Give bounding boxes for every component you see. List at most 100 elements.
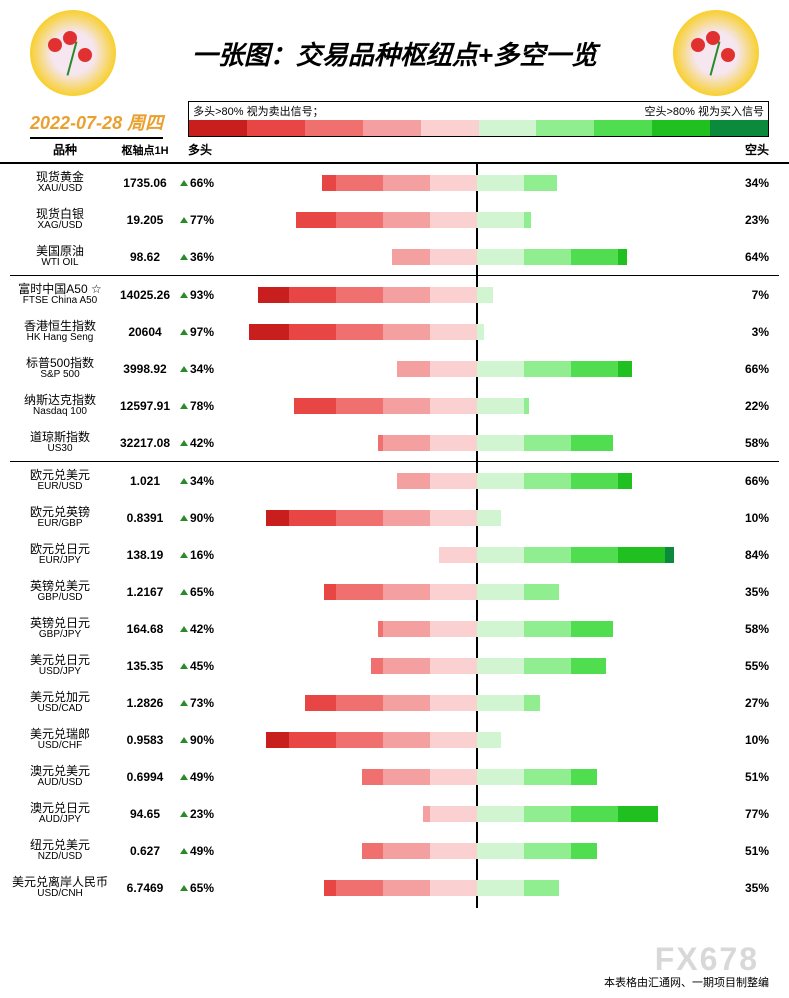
table-row: 美元兑离岸人民币USD/CNH6.746965%35%	[0, 869, 789, 906]
pivot-value: 3998.92	[110, 362, 180, 376]
long-percent: 45%	[180, 659, 225, 673]
long-bar	[266, 732, 478, 748]
instrument-name: 英镑兑日元GBP/JPY	[10, 617, 110, 640]
short-percent: 22%	[729, 399, 769, 413]
bar-chart-cell	[229, 173, 725, 193]
date-line: 2022-07-28 周四 多头>80% 视为卖出信号； 空头>80% 视为买入…	[0, 101, 789, 139]
short-bar	[477, 658, 606, 674]
pivot-value: 0.9583	[110, 733, 180, 747]
long-percent: 34%	[180, 474, 225, 488]
long-bar	[296, 212, 477, 228]
instrument-name: 澳元兑日元AUD/JPY	[10, 802, 110, 825]
short-bar	[477, 175, 557, 191]
pivot-value: 1.021	[110, 474, 180, 488]
instrument-name: 英镑兑美元GBP/USD	[10, 580, 110, 603]
short-bar	[477, 584, 559, 600]
short-percent: 64%	[729, 250, 769, 264]
short-bar	[477, 398, 529, 414]
pivot-value: 32217.08	[110, 436, 180, 450]
instrument-name: 美元兑加元USD/CAD	[10, 691, 110, 714]
long-percent: 90%	[180, 511, 225, 525]
long-percent: 42%	[180, 622, 225, 636]
bar-chart-cell	[229, 322, 725, 342]
col-short: 空头	[724, 141, 769, 158]
bar-chart-cell	[229, 210, 725, 230]
instrument-name: 欧元兑美元EUR/USD	[10, 469, 110, 492]
long-bar	[249, 324, 477, 340]
long-bar	[324, 880, 477, 896]
table-row: 美元兑瑞郎USD/CHF0.958390%10%	[0, 721, 789, 758]
long-bar	[397, 361, 477, 377]
short-percent: 77%	[729, 807, 769, 821]
col-long: 多头	[180, 141, 220, 158]
pivot-value: 14025.26	[110, 288, 180, 302]
long-percent: 65%	[180, 881, 225, 895]
legend-right-label: 空头>80% 视为买入信号	[645, 103, 765, 119]
table-row: 英镑兑美元GBP/USD1.216765%35%	[0, 573, 789, 610]
long-bar	[392, 249, 477, 265]
bar-chart-cell	[229, 767, 725, 787]
short-bar	[477, 547, 674, 563]
column-headers: 品种 枢轴点1H 多头 空头	[0, 139, 789, 164]
long-bar	[423, 806, 477, 822]
table-row: 标普500指数S&P 5003998.9234%66%	[0, 350, 789, 387]
table-row: 美国原油WTI OIL98.6236%64%	[0, 238, 789, 275]
long-bar	[362, 843, 477, 859]
instrument-name: 现货白银XAG/USD	[10, 208, 110, 231]
short-bar	[477, 473, 632, 489]
table-row: 香港恒生指数HK Hang Seng2060497%3%	[0, 313, 789, 350]
long-percent: 77%	[180, 213, 225, 227]
short-bar	[477, 806, 658, 822]
legend-cell	[247, 120, 305, 136]
short-bar	[477, 695, 540, 711]
bar-chart-cell	[229, 396, 725, 416]
short-bar	[477, 621, 613, 637]
pivot-value: 98.62	[110, 250, 180, 264]
bar-chart-cell	[229, 730, 725, 750]
long-percent: 93%	[180, 288, 225, 302]
short-bar	[477, 880, 559, 896]
page-title: 一张图：交易品种枢纽点+多空一览	[116, 35, 673, 72]
table-row: 澳元兑美元AUD/USD0.699449%51%	[0, 758, 789, 795]
legend-gradient	[189, 120, 768, 136]
col-pivot: 枢轴点1H	[110, 142, 180, 158]
legend-cell	[710, 120, 768, 136]
logo-left	[30, 10, 116, 96]
long-bar	[371, 658, 477, 674]
table-row: 英镑兑日元GBP/JPY164.6842%58%	[0, 610, 789, 647]
long-percent: 66%	[180, 176, 225, 190]
bar-chart-cell	[229, 841, 725, 861]
short-bar	[477, 510, 501, 526]
bar-chart-cell	[229, 359, 725, 379]
short-bar	[477, 212, 531, 228]
long-bar	[378, 435, 477, 451]
legend-cell	[305, 120, 363, 136]
pivot-value: 6.7469	[110, 881, 180, 895]
bar-chart-cell	[229, 545, 725, 565]
data-rows: 现货黄金XAU/USD1735.0666%34%现货白银XAG/USD19.20…	[0, 164, 789, 911]
bar-chart-cell	[229, 433, 725, 453]
long-bar	[258, 287, 477, 303]
table-row: 富时中国A50 ☆FTSE China A5014025.2693%7%	[0, 276, 789, 313]
table-row: 纳斯达克指数Nasdaq 10012597.9178%22%	[0, 387, 789, 424]
long-percent: 49%	[180, 770, 225, 784]
short-percent: 58%	[729, 622, 769, 636]
pivot-value: 12597.91	[110, 399, 180, 413]
table-row: 道琼斯指数US3032217.0842%58%	[0, 424, 789, 461]
bar-chart-cell	[229, 285, 725, 305]
instrument-name: 道琼斯指数US30	[10, 431, 110, 454]
short-percent: 66%	[729, 474, 769, 488]
long-bar	[305, 695, 477, 711]
pivot-value: 135.35	[110, 659, 180, 673]
instrument-name: 富时中国A50 ☆FTSE China A50	[10, 283, 110, 306]
short-bar	[477, 324, 484, 340]
legend-cell	[652, 120, 710, 136]
long-percent: 36%	[180, 250, 225, 264]
short-percent: 55%	[729, 659, 769, 673]
footer-text: 本表格由汇通网、一期项目制整编	[604, 974, 769, 990]
short-bar	[477, 732, 501, 748]
long-bar	[266, 510, 478, 526]
short-bar	[477, 287, 493, 303]
table-row: 现货黄金XAU/USD1735.0666%34%	[0, 164, 789, 201]
table-row: 美元兑加元USD/CAD1.282673%27%	[0, 684, 789, 721]
